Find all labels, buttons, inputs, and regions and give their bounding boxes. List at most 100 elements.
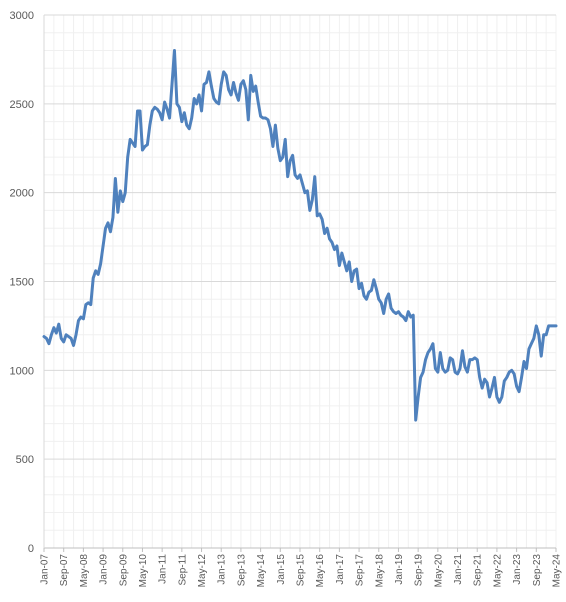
data-point (387, 293, 389, 295)
data-point (550, 325, 552, 327)
data-point (535, 325, 537, 327)
data-point (75, 334, 77, 336)
data-point (434, 367, 436, 369)
y-tick-label: 2500 (10, 99, 34, 111)
data-point (444, 371, 446, 373)
data-point (385, 298, 387, 300)
data-point (397, 311, 399, 313)
data-point (311, 199, 313, 201)
data-point (350, 280, 352, 282)
data-point (326, 227, 328, 229)
data-point (296, 177, 298, 179)
data-point (156, 108, 158, 110)
data-point (252, 90, 254, 92)
data-point (405, 319, 407, 321)
data-point (245, 88, 247, 90)
x-tick-label: May-12 (197, 554, 208, 588)
data-point (126, 156, 128, 158)
x-tick-label: May-18 (374, 554, 385, 588)
data-point (218, 103, 220, 105)
data-point (190, 117, 192, 119)
data-point (486, 382, 488, 384)
data-point (370, 289, 372, 291)
data-point (195, 103, 197, 105)
data-point (50, 334, 52, 336)
data-point (146, 144, 148, 146)
data-point (92, 277, 94, 279)
data-point (102, 245, 104, 247)
data-point (104, 227, 106, 229)
data-point (284, 138, 286, 140)
data-point (316, 215, 318, 217)
x-tick-label: May-20 (433, 554, 444, 588)
x-tick-label: Sep-17 (355, 554, 366, 587)
data-point (227, 88, 229, 90)
data-point (48, 342, 50, 344)
axes: 0 500 1000 1500 2000 2500 3000 Jan-07 Sep-07 May-… (10, 10, 563, 588)
data-point (247, 119, 249, 121)
data-point (523, 360, 525, 362)
data-point (267, 119, 269, 121)
data-point (478, 376, 480, 378)
data-point (232, 81, 234, 83)
data-point (62, 341, 64, 343)
data-point (109, 231, 111, 233)
data-point (380, 302, 382, 304)
x-tick-label: Jan-07 (40, 554, 51, 585)
data-point (503, 380, 505, 382)
data-point (122, 200, 124, 202)
data-point (301, 183, 303, 185)
data-point (412, 314, 414, 316)
x-tick-label: May-24 (552, 554, 563, 588)
data-point (230, 94, 232, 96)
data-point (163, 101, 165, 103)
data-point (414, 419, 416, 421)
data-point (87, 302, 89, 304)
data-point (257, 101, 259, 103)
x-tick-label: Sep-13 (236, 554, 247, 587)
data-point (501, 396, 503, 398)
data-point (338, 264, 340, 266)
y-tick-label: 500 (16, 454, 34, 466)
data-point (210, 85, 212, 87)
data-point (439, 351, 441, 353)
data-point (530, 342, 532, 344)
data-point (67, 335, 69, 337)
data-point (488, 396, 490, 398)
data-point (235, 92, 237, 94)
data-point (158, 112, 160, 114)
data-point (208, 71, 210, 73)
data-point (365, 298, 367, 300)
data-point (309, 209, 311, 211)
data-point (333, 248, 335, 250)
data-point (323, 232, 325, 234)
data-point (442, 367, 444, 369)
data-point (498, 401, 500, 403)
data-point (417, 396, 419, 398)
data-point (525, 367, 527, 369)
data-point (222, 71, 224, 73)
data-point (58, 323, 60, 325)
data-point (274, 124, 276, 126)
data-point (510, 369, 512, 371)
data-point (540, 355, 542, 357)
x-tick-label: Sep-07 (59, 554, 70, 587)
data-point (279, 159, 281, 161)
data-point (515, 385, 517, 387)
x-tick-label: Jan-23 (512, 554, 523, 585)
data-point (469, 358, 471, 360)
data-point (131, 142, 133, 144)
data-point (193, 97, 195, 99)
data-point (97, 273, 99, 275)
data-point (360, 282, 362, 284)
data-point (390, 307, 392, 309)
data-point (161, 119, 163, 121)
data-point (314, 175, 316, 177)
x-tick-label: Jan-17 (335, 554, 346, 585)
x-tick-label: Sep-11 (177, 554, 188, 586)
data-point (264, 117, 266, 119)
x-tick-label: May-22 (492, 554, 503, 588)
data-point (213, 97, 215, 99)
data-point (552, 325, 554, 327)
